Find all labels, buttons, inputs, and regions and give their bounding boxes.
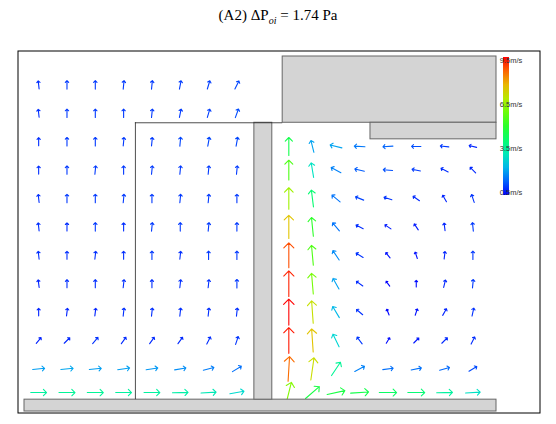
html-text:(A2) ΔPoi= 1.74 Pa: (A2) ΔPoi= 1.74 Pa: [218, 7, 338, 26]
svg-text:9.5m/s: 9.5m/s: [500, 56, 523, 65]
svg-text:0.5m/s: 0.5m/s: [500, 188, 523, 197]
svg-text:3.5m/s: 3.5m/s: [500, 144, 523, 153]
svg-text:6.5m/s: 6.5m/s: [500, 100, 523, 109]
